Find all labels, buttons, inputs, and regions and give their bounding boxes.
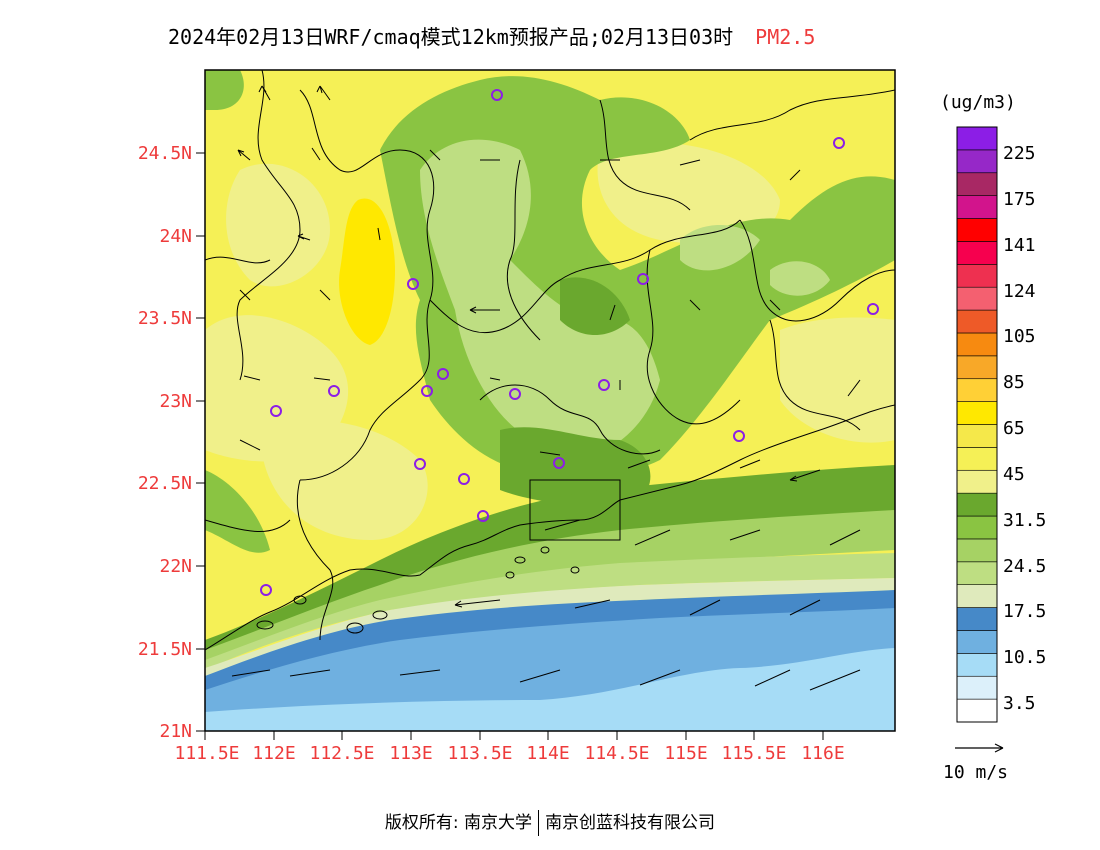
colorbar-tick-label: 141 xyxy=(1003,235,1036,256)
concentration-map xyxy=(205,70,895,731)
green-coast-band-dark xyxy=(205,465,895,660)
species-label: PM2.5 xyxy=(755,25,815,49)
yellow-pale-central xyxy=(260,420,428,540)
colorbar-cell xyxy=(956,515,998,540)
coastline xyxy=(205,404,895,651)
colorbar-tick-label: 105 xyxy=(1003,326,1036,347)
colorbar-tick-label: 17.5 xyxy=(1003,601,1046,622)
colorbar-cell xyxy=(956,264,998,288)
lat-label: 22N xyxy=(159,556,192,577)
colorbar-cell xyxy=(956,698,998,723)
colorbar-cell xyxy=(956,653,998,677)
colorbar-tick-label: 65 xyxy=(1003,418,1025,439)
lat-label: 21N xyxy=(159,721,192,742)
figure-title: 2024年02月13日WRF/cmaq模式12km预报产品;02月13日03时 … xyxy=(168,25,815,49)
yellow-pale-northwest xyxy=(226,163,330,287)
colorbar xyxy=(956,126,998,723)
yellow-pale-northeast xyxy=(597,142,780,244)
lat-label: 21.5N xyxy=(138,639,192,660)
colorbar-cell xyxy=(956,218,998,242)
copyright-right: 南京创蓝科技有限公司 xyxy=(545,813,716,833)
wind-reference-arrow xyxy=(955,743,1004,753)
colorbar-cell xyxy=(956,607,998,631)
colorbar-cell xyxy=(956,675,998,700)
colorbar-tick-label: 10.5 xyxy=(1003,647,1046,668)
longitude-axis: 111.5E 112E 112.5E 113E 113.5E 114E 114.… xyxy=(174,731,845,764)
colorbar-cell xyxy=(956,286,998,311)
green-light-east-2 xyxy=(770,261,830,296)
colorbar-cell xyxy=(956,126,998,151)
lat-label: 23N xyxy=(159,391,192,412)
green-west-coast xyxy=(205,470,270,553)
green-dark-central xyxy=(560,277,630,335)
colorbar-tick-label: 45 xyxy=(1003,464,1025,485)
green-light-northeast xyxy=(680,225,760,271)
lat-label: 24N xyxy=(159,226,192,247)
yellow-hotspot xyxy=(339,198,395,345)
lon-label: 111.5E xyxy=(174,743,239,764)
colorbar-cell xyxy=(956,355,998,380)
lon-label: 116E xyxy=(801,743,844,764)
lat-label: 23.5N xyxy=(138,308,192,329)
colorbar-tick-label: 24.5 xyxy=(1003,556,1046,577)
colorbar-frame xyxy=(956,126,998,723)
coast-pale-band xyxy=(205,578,895,678)
ocean-light-band xyxy=(205,648,895,731)
lon-label: 115E xyxy=(664,743,707,764)
colorbar-cell xyxy=(956,424,998,448)
colorbar-tick-label: 124 xyxy=(1003,281,1036,302)
colorbar-cell xyxy=(956,309,998,334)
green-dark-pearl-river xyxy=(500,427,651,506)
coastal-islands xyxy=(256,479,621,634)
colorbar-tick-label: 31.5 xyxy=(1003,510,1046,531)
station-markers xyxy=(260,89,879,596)
wind-reference-label: 10 m/s xyxy=(943,762,1008,783)
green-coast-band-light xyxy=(205,553,895,670)
colorbar-labels: 225 175 141 124 105 85 65 45 31.5 24.5 1… xyxy=(1003,143,1046,714)
colorbar-unit: (ug/m3) xyxy=(940,92,1016,113)
admin-boundaries xyxy=(205,70,895,641)
colorbar-cell xyxy=(956,378,998,402)
footer-divider xyxy=(538,810,540,836)
colorbar-tick-label: 225 xyxy=(1003,143,1036,164)
colorbar-cell xyxy=(956,401,998,425)
wind-vectors xyxy=(231,85,861,691)
lat-label: 24.5N xyxy=(138,143,192,164)
green-light-inner xyxy=(420,139,660,460)
lon-label: 114E xyxy=(526,743,569,764)
colorbar-cell xyxy=(956,538,998,563)
colorbar-cell xyxy=(956,149,998,174)
colorbar-tick-label: 3.5 xyxy=(1003,693,1036,714)
colorbar-cell xyxy=(956,241,998,265)
lon-label: 113.5E xyxy=(447,743,512,764)
lat-label: 22.5N xyxy=(138,473,192,494)
colorbar-cell xyxy=(956,469,998,494)
lon-label: 115.5E xyxy=(721,743,786,764)
colorbar-cell xyxy=(956,561,998,585)
colorbar-tick-label: 85 xyxy=(1003,372,1025,393)
lon-label: 112E xyxy=(252,743,295,764)
copyright-footer: 版权所有: 南京大学 南京创蓝科技有限公司 xyxy=(0,808,1100,836)
copyright-left: 版权所有: 南京大学 xyxy=(384,813,533,833)
lon-label: 113E xyxy=(389,743,432,764)
colorbar-cell xyxy=(956,630,998,654)
green-northwest xyxy=(205,70,244,110)
colorbar-cell xyxy=(956,584,998,608)
lon-label: 114.5E xyxy=(584,743,649,764)
latitude-axis: 24.5N 24N 23.5N 23N 22.5N 22N 21.5N 21N xyxy=(138,143,205,742)
colorbar-cell xyxy=(956,195,998,219)
green-coast-band-mid xyxy=(205,510,895,665)
colorbar-cell xyxy=(956,447,998,471)
wind-reference: 10 m/s xyxy=(943,743,1008,783)
colorbar-cell xyxy=(956,492,998,517)
colorbar-cell xyxy=(956,172,998,196)
lon-label: 112.5E xyxy=(309,743,374,764)
colorbar-cell xyxy=(956,332,998,357)
colorbar-tick-label: 175 xyxy=(1003,189,1036,210)
